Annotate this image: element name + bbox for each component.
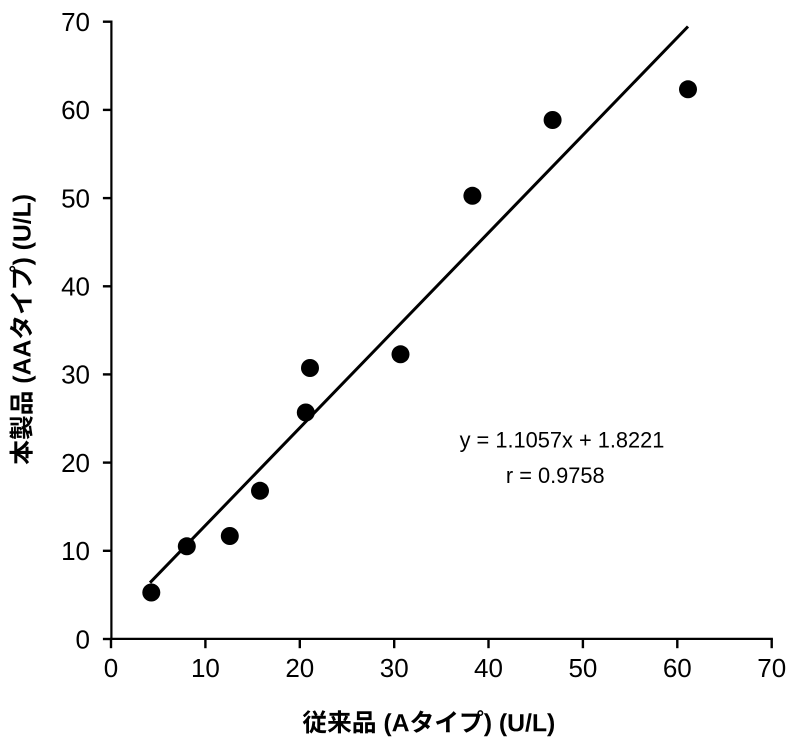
svg-text:0: 0	[76, 624, 90, 654]
svg-text:50: 50	[61, 183, 90, 213]
svg-text:20: 20	[61, 448, 90, 478]
svg-text:60: 60	[61, 95, 90, 125]
svg-text:y = 1.1057x + 1.8221: y = 1.1057x + 1.8221	[460, 428, 665, 453]
svg-text:50: 50	[568, 653, 597, 683]
svg-text:20: 20	[285, 653, 314, 683]
svg-text:10: 10	[61, 536, 90, 566]
svg-text:10: 10	[191, 653, 220, 683]
svg-text:40: 40	[61, 272, 90, 302]
svg-text:40: 40	[474, 653, 503, 683]
svg-text:r = 0.9758: r = 0.9758	[506, 463, 605, 488]
svg-text:60: 60	[663, 653, 692, 683]
svg-text:30: 30	[61, 360, 90, 390]
svg-text:30: 30	[380, 653, 409, 683]
svg-text:70: 70	[61, 7, 90, 37]
svg-text:70: 70	[757, 653, 786, 683]
svg-text:0: 0	[104, 653, 118, 683]
